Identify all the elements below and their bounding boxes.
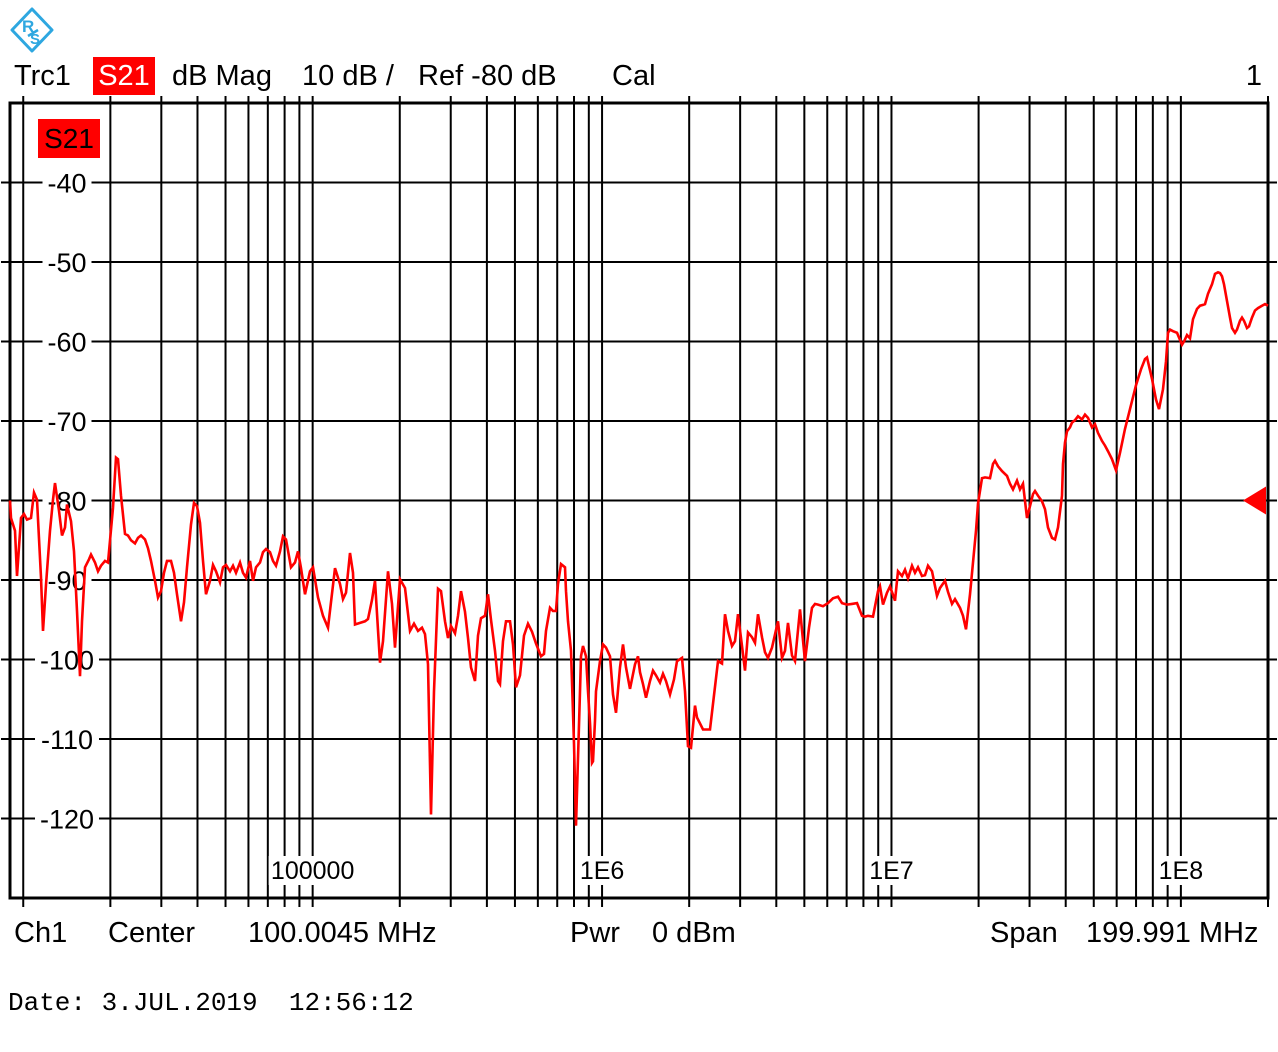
- power-value[interactable]: 0 dBm: [652, 917, 736, 949]
- y-label-mask: [42, 169, 92, 196]
- svg-text:R: R: [22, 17, 34, 36]
- y-axis-label: -70: [47, 407, 86, 437]
- y-axis-label: -40: [47, 169, 86, 199]
- trace-ref-label: Ref -80 dB: [418, 60, 557, 92]
- y-label-mask: [35, 726, 99, 752]
- rohde-schwarz-logo: R S: [10, 7, 54, 53]
- plot-trace-chip[interactable]: S21: [38, 119, 100, 158]
- y-axis-label: -110: [41, 725, 93, 755]
- x-axis-label: 1E6: [580, 857, 624, 885]
- channel-number: 1: [1245, 60, 1262, 92]
- y-axis-label: -120: [40, 805, 94, 835]
- trace-meas-chip[interactable]: S21: [93, 57, 155, 95]
- y-axis-label: -60: [47, 328, 86, 358]
- span-value[interactable]: 199.991 MHz: [1086, 917, 1259, 949]
- y-label-mask: [42, 408, 92, 434]
- x-axis-label: 100000: [271, 857, 354, 885]
- x-label-mask: [868, 856, 915, 885]
- x-axis-label: 1E8: [1159, 857, 1203, 885]
- date-time-status: Date: 3.JUL.2019 12:56:12: [8, 988, 414, 1018]
- y-label-mask: [42, 249, 92, 275]
- channel-label: Ch1: [14, 917, 68, 949]
- svg-text:S: S: [30, 31, 40, 48]
- trace-s21: [8, 270, 1269, 826]
- y-label-mask: [42, 328, 92, 355]
- trace-cal-label: Cal: [612, 60, 656, 92]
- trace-name-label: Trc1: [14, 60, 71, 92]
- span-label[interactable]: Span: [990, 917, 1058, 949]
- ref-level-marker[interactable]: [1243, 486, 1266, 515]
- y-axis-label: -100: [40, 646, 94, 676]
- trace-scale-label: 10 dB /: [302, 60, 394, 92]
- y-axis-label: -50: [47, 248, 86, 278]
- center-label[interactable]: Center: [108, 917, 196, 949]
- x-label-mask: [1157, 856, 1204, 885]
- x-label-mask: [579, 856, 626, 885]
- x-label-mask: [268, 856, 357, 885]
- y-label-mask: [35, 646, 99, 673]
- center-value[interactable]: 100.0045 MHz: [248, 917, 437, 949]
- trace-format-label: dB Mag: [172, 60, 272, 92]
- power-label[interactable]: Pwr: [570, 917, 620, 949]
- x-axis-label: 1E7: [869, 857, 913, 885]
- y-label-mask: [35, 805, 99, 832]
- y-axis-label: -90: [47, 566, 86, 596]
